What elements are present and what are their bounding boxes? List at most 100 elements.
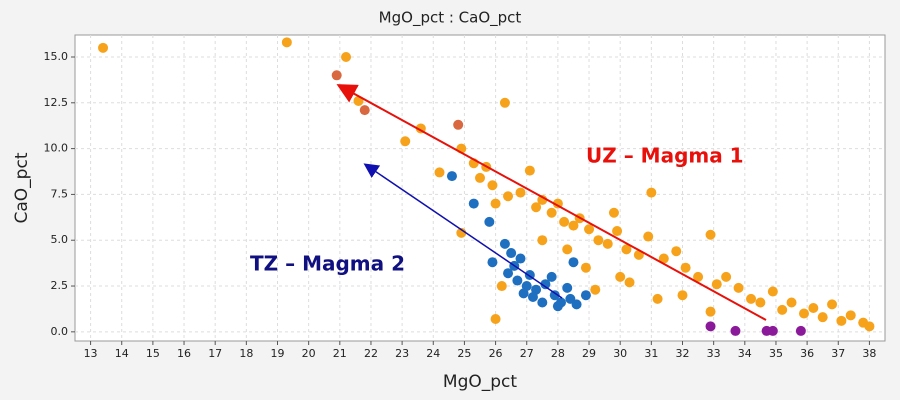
point — [496, 281, 507, 292]
point — [487, 257, 498, 268]
point — [571, 299, 582, 310]
x-tick-label: 35 — [769, 347, 783, 360]
point — [434, 167, 445, 178]
x-tick-label: 27 — [520, 347, 534, 360]
x-tick-label: 31 — [644, 347, 658, 360]
point — [549, 290, 560, 301]
point — [562, 244, 573, 255]
point — [646, 187, 657, 198]
point — [621, 244, 632, 255]
point — [531, 202, 542, 213]
point — [733, 282, 744, 293]
point — [767, 325, 778, 336]
point — [721, 271, 732, 282]
point — [468, 198, 479, 209]
point — [512, 275, 523, 286]
x-tick-label: 30 — [613, 347, 627, 360]
x-tick-label: 29 — [582, 347, 596, 360]
point — [590, 284, 601, 295]
point — [515, 187, 526, 198]
point — [331, 70, 342, 81]
x-tick-label: 18 — [239, 347, 253, 360]
point — [671, 246, 682, 257]
point — [456, 227, 467, 238]
point — [624, 277, 635, 288]
x-axis-label: MgO_pct — [443, 372, 517, 392]
point — [827, 299, 838, 310]
point — [503, 268, 514, 279]
point — [559, 216, 570, 227]
y-tick-label: 5.0 — [51, 233, 69, 246]
x-tick-label: 15 — [146, 347, 160, 360]
point — [484, 216, 495, 227]
x-tick-label: 19 — [271, 347, 285, 360]
point — [446, 171, 457, 182]
x-tick-label: 38 — [862, 347, 876, 360]
x-tick-label: 36 — [800, 347, 814, 360]
x-tick-label: 23 — [395, 347, 409, 360]
point — [400, 136, 411, 147]
x-tick-label: 37 — [831, 347, 845, 360]
arrow — [336, 84, 767, 321]
point — [568, 220, 579, 231]
point — [836, 315, 847, 326]
point — [552, 301, 563, 312]
point — [562, 282, 573, 293]
point — [499, 97, 510, 108]
point — [487, 180, 498, 191]
point — [808, 303, 819, 314]
x-tick-label: 25 — [457, 347, 471, 360]
y-tick-label: 7.5 — [51, 187, 69, 200]
point — [506, 248, 517, 259]
point — [693, 271, 704, 282]
x-tick-label: 20 — [302, 347, 316, 360]
point — [580, 262, 591, 273]
point — [777, 304, 788, 315]
point — [786, 297, 797, 308]
point — [546, 271, 557, 282]
point — [705, 306, 716, 317]
point — [658, 253, 669, 264]
annotation: UZ – Magma 1 — [586, 144, 744, 168]
point — [490, 198, 501, 209]
point — [584, 224, 595, 235]
x-tick-label: 28 — [551, 347, 565, 360]
point — [490, 314, 501, 325]
x-tick-label: 21 — [333, 347, 347, 360]
point — [746, 293, 757, 304]
arrow — [363, 163, 563, 299]
point — [680, 262, 691, 273]
point — [643, 231, 654, 242]
point — [677, 290, 688, 301]
point — [767, 286, 778, 297]
x-tick-label: 32 — [676, 347, 690, 360]
x-tick-label: 33 — [707, 347, 721, 360]
point — [503, 191, 514, 202]
point — [540, 279, 551, 290]
x-tick-label: 16 — [177, 347, 191, 360]
point — [546, 207, 557, 218]
point — [580, 290, 591, 301]
point — [730, 325, 741, 336]
point — [568, 257, 579, 268]
point — [845, 310, 856, 321]
x-tick-label: 26 — [489, 347, 503, 360]
point — [652, 293, 663, 304]
plot-area — [74, 34, 886, 342]
point — [705, 321, 716, 332]
point — [281, 37, 292, 48]
y-tick-label: 0.0 — [51, 325, 69, 338]
point — [817, 312, 828, 323]
point — [602, 238, 613, 249]
point — [615, 271, 626, 282]
point — [795, 325, 806, 336]
point — [524, 165, 535, 176]
point — [799, 308, 809, 319]
y-axis-label: CaO_pct — [12, 152, 32, 223]
x-tick-label: 14 — [115, 347, 129, 360]
point — [864, 321, 875, 332]
x-tick-label: 13 — [84, 347, 98, 360]
y-tick-label: 2.5 — [51, 279, 69, 292]
point — [453, 119, 464, 130]
